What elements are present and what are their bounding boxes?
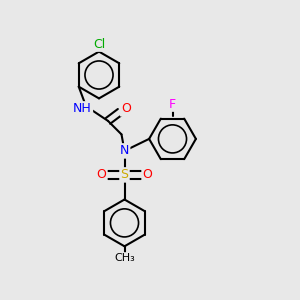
- Text: F: F: [169, 98, 176, 111]
- Text: O: O: [143, 168, 152, 182]
- Text: NH: NH: [73, 102, 92, 116]
- Text: S: S: [121, 168, 128, 182]
- Text: O: O: [121, 102, 131, 116]
- Text: CH₃: CH₃: [114, 253, 135, 263]
- Text: O: O: [97, 168, 106, 182]
- Text: Cl: Cl: [93, 38, 105, 51]
- Text: N: N: [120, 144, 129, 158]
